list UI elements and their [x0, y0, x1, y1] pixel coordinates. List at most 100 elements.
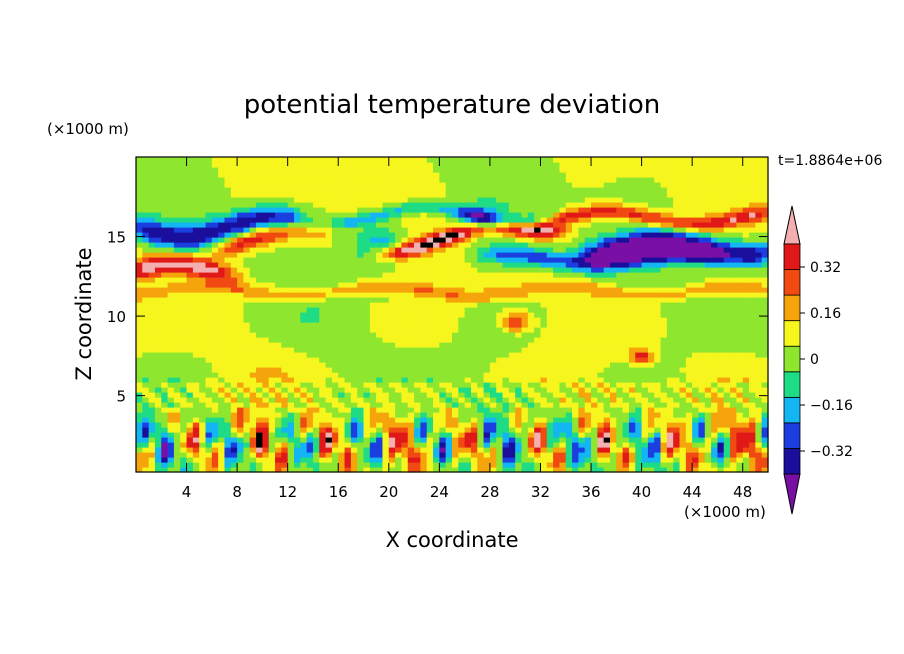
contour-cell	[445, 287, 453, 293]
contour-cell	[338, 307, 346, 313]
contour-cell	[470, 397, 478, 403]
contour-cell	[496, 422, 504, 428]
contour-cell	[616, 157, 624, 163]
contour-cell	[281, 407, 289, 413]
contour-cell	[281, 412, 289, 418]
contour-cell	[401, 327, 409, 333]
contour-cell	[483, 187, 491, 193]
contour-cell	[502, 157, 510, 163]
contour-cell	[319, 347, 327, 353]
contour-cell	[414, 192, 421, 198]
contour-cell	[433, 317, 440, 323]
contour-cell	[350, 442, 358, 448]
contour-cell	[622, 437, 630, 443]
contour-cell	[306, 462, 314, 468]
contour-cell	[382, 197, 390, 203]
contour-cell	[161, 212, 169, 218]
contour-cell	[439, 247, 447, 253]
contour-cell	[148, 192, 156, 198]
contour-cell	[211, 242, 219, 248]
contour-cell	[256, 307, 263, 313]
contour-cell	[281, 277, 289, 283]
contour-cell	[186, 212, 194, 218]
contour-cell	[211, 317, 219, 323]
contour-cell	[407, 282, 415, 288]
contour-cell	[540, 332, 548, 338]
contour-cell	[331, 307, 339, 313]
contour-cell	[521, 277, 529, 283]
contour-cell	[369, 292, 377, 298]
contour-cell	[502, 172, 510, 178]
contour-cell	[610, 392, 617, 398]
contour-cell	[515, 197, 523, 203]
contour-cell	[591, 197, 598, 203]
contour-cell	[294, 217, 301, 223]
contour-cell	[167, 382, 175, 388]
contour-cell	[142, 222, 150, 228]
contour-cell	[622, 467, 630, 473]
contour-cell	[540, 422, 548, 428]
contour-cell	[180, 167, 188, 173]
contour-cell	[401, 277, 409, 283]
contour-cell	[489, 172, 497, 178]
contour-cell	[262, 287, 270, 293]
contour-cell	[597, 392, 605, 398]
contour-cell	[256, 222, 263, 228]
contour-cell	[508, 207, 516, 213]
contour-cell	[565, 277, 573, 283]
contour-cell	[306, 162, 314, 168]
contour-cell	[148, 357, 156, 363]
contour-cell	[414, 432, 421, 438]
contour-cell	[173, 332, 181, 338]
contour-cell	[312, 322, 320, 328]
contour-cell	[363, 442, 371, 448]
contour-cell	[237, 242, 245, 248]
contour-cell	[426, 462, 434, 468]
contour-cell	[294, 227, 301, 233]
contour-cell	[622, 442, 630, 448]
contour-cell	[591, 327, 598, 333]
contour-cell	[357, 222, 365, 228]
contour-cell	[622, 312, 630, 318]
contour-cell	[136, 222, 143, 228]
contour-cell	[357, 357, 365, 363]
contour-cell	[426, 372, 434, 378]
contour-cell	[230, 197, 238, 203]
contour-cell	[211, 212, 219, 218]
contour-cell	[395, 367, 403, 373]
contour-cell	[287, 417, 295, 423]
contour-cell	[483, 252, 491, 258]
contour-cell	[218, 162, 226, 168]
contour-cell	[148, 182, 156, 188]
contour-cell	[167, 412, 175, 418]
contour-cell	[433, 302, 440, 308]
contour-cell	[136, 167, 143, 173]
contour-cell	[218, 217, 226, 223]
contour-cell	[464, 422, 472, 428]
contour-cell	[154, 362, 162, 368]
contour-cell	[388, 257, 396, 263]
contour-cell	[395, 337, 403, 343]
contour-cell	[395, 242, 403, 248]
contour-cell	[287, 412, 295, 418]
contour-cell	[376, 172, 384, 178]
contour-cell	[243, 207, 251, 213]
contour-cell	[578, 212, 586, 218]
contour-cell	[211, 352, 219, 358]
contour-cell	[205, 202, 213, 208]
contour-cell	[420, 377, 428, 383]
contour-cell	[553, 322, 561, 328]
contour-cell	[186, 372, 194, 378]
contour-cell	[578, 257, 586, 263]
contour-cell	[477, 357, 485, 363]
contour-cell	[230, 157, 238, 163]
contour-cell	[275, 397, 282, 403]
contour-cell	[142, 187, 150, 193]
contour-cell	[218, 377, 226, 383]
contour-cell	[357, 177, 365, 183]
contour-cell	[294, 392, 301, 398]
contour-cell	[534, 327, 542, 333]
contour-cell	[433, 462, 440, 468]
contour-cell	[470, 422, 478, 428]
contour-cell	[628, 232, 636, 238]
